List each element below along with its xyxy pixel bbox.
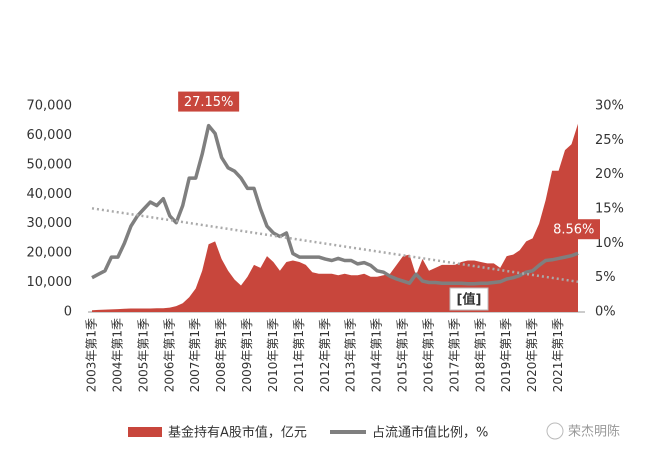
data-label: 8.56%: [553, 223, 594, 238]
y2-tick-label: 25%: [595, 133, 624, 148]
data-label: 27.15%: [184, 95, 234, 110]
y-tick-label: 40,000: [27, 187, 73, 202]
annotation-box: [449, 287, 489, 311]
annotation: [值]: [457, 292, 482, 308]
x-tick-label: 2017年第1季: [447, 318, 461, 392]
trendline: [91, 207, 579, 284]
x-tick-label: 2004年第1季: [110, 318, 124, 392]
area: [92, 123, 578, 312]
y-tick-label: 60,000: [27, 128, 73, 143]
data-label-box: [547, 219, 600, 240]
data-label-box: [178, 91, 240, 112]
x-tick-label: 2005年第1季: [136, 318, 150, 392]
x-tick-label: 2007年第1季: [188, 318, 202, 392]
y2-tick-label: 0%: [595, 305, 616, 320]
watermark: 荣杰明陈: [568, 424, 620, 440]
y2-tick-label: 5%: [595, 270, 616, 285]
y2-tick-label: 20%: [595, 167, 624, 182]
legend-label: 占流通市值比例，%: [372, 425, 488, 441]
x-tick-label: 2015年第1季: [396, 318, 410, 392]
y-tick-label: 30,000: [27, 216, 73, 231]
y2-tick-label: 30%: [595, 99, 624, 114]
x-tick-label: 2011年第1季: [292, 318, 306, 392]
x-tick-label: 2019年第1季: [499, 318, 513, 392]
y-tick-label: 50,000: [27, 157, 73, 172]
watermark-icon: [546, 422, 564, 440]
y2-tick-label: 10%: [595, 236, 624, 251]
x-tick-label: 2021年第1季: [551, 318, 565, 392]
y-tick-label: 20,000: [27, 246, 73, 261]
y-tick-label: 70,000: [27, 99, 73, 114]
x-tick-label: 2018年第1季: [473, 318, 487, 392]
x-tick-label: 2008年第1季: [214, 318, 228, 392]
x-tick-label: 2020年第1季: [525, 318, 539, 392]
x-tick-label: 2016年第1季: [421, 318, 435, 392]
x-tick-label: 2006年第1季: [162, 318, 176, 392]
y-tick-label: 10,000: [27, 275, 73, 290]
x-tick-label: 2012年第1季: [318, 318, 332, 392]
legend-label: 基金持有A股市值，亿元: [168, 425, 307, 441]
x-tick-label: 2009年第1季: [240, 318, 254, 392]
x-tick-label: 2013年第1季: [344, 318, 358, 392]
x-tick-label: 2010年第1季: [266, 318, 280, 392]
legend-swatch-area: [128, 427, 162, 437]
x-tick-label: 2003年第1季: [85, 318, 99, 392]
x-tick-label: 2014年第1季: [370, 318, 384, 392]
y2-tick-label: 15%: [595, 202, 624, 217]
y-tick-label: 0: [64, 305, 72, 320]
